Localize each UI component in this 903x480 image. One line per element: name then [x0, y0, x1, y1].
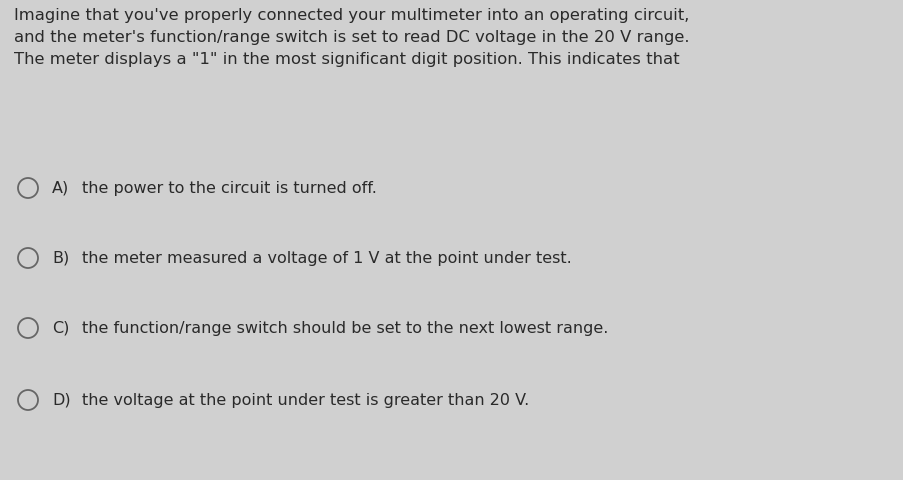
Text: the power to the circuit is turned off.: the power to the circuit is turned off.	[82, 180, 377, 195]
Text: and the meter's function/range switch is set to read DC voltage in the 20 V rang: and the meter's function/range switch is…	[14, 30, 689, 45]
Text: the voltage at the point under test is greater than 20 V.: the voltage at the point under test is g…	[82, 393, 528, 408]
Text: Imagine that you've properly connected your multimeter into an operating circuit: Imagine that you've properly connected y…	[14, 8, 689, 23]
Text: the meter measured a voltage of 1 V at the point under test.: the meter measured a voltage of 1 V at t…	[82, 251, 571, 265]
Text: the function/range switch should be set to the next lowest range.: the function/range switch should be set …	[82, 321, 608, 336]
Text: C): C)	[52, 321, 70, 336]
Text: A): A)	[52, 180, 70, 195]
Text: The meter displays a "1" in the most significant digit position. This indicates : The meter displays a "1" in the most sig…	[14, 52, 679, 67]
Text: B): B)	[52, 251, 70, 265]
Text: D): D)	[52, 393, 70, 408]
